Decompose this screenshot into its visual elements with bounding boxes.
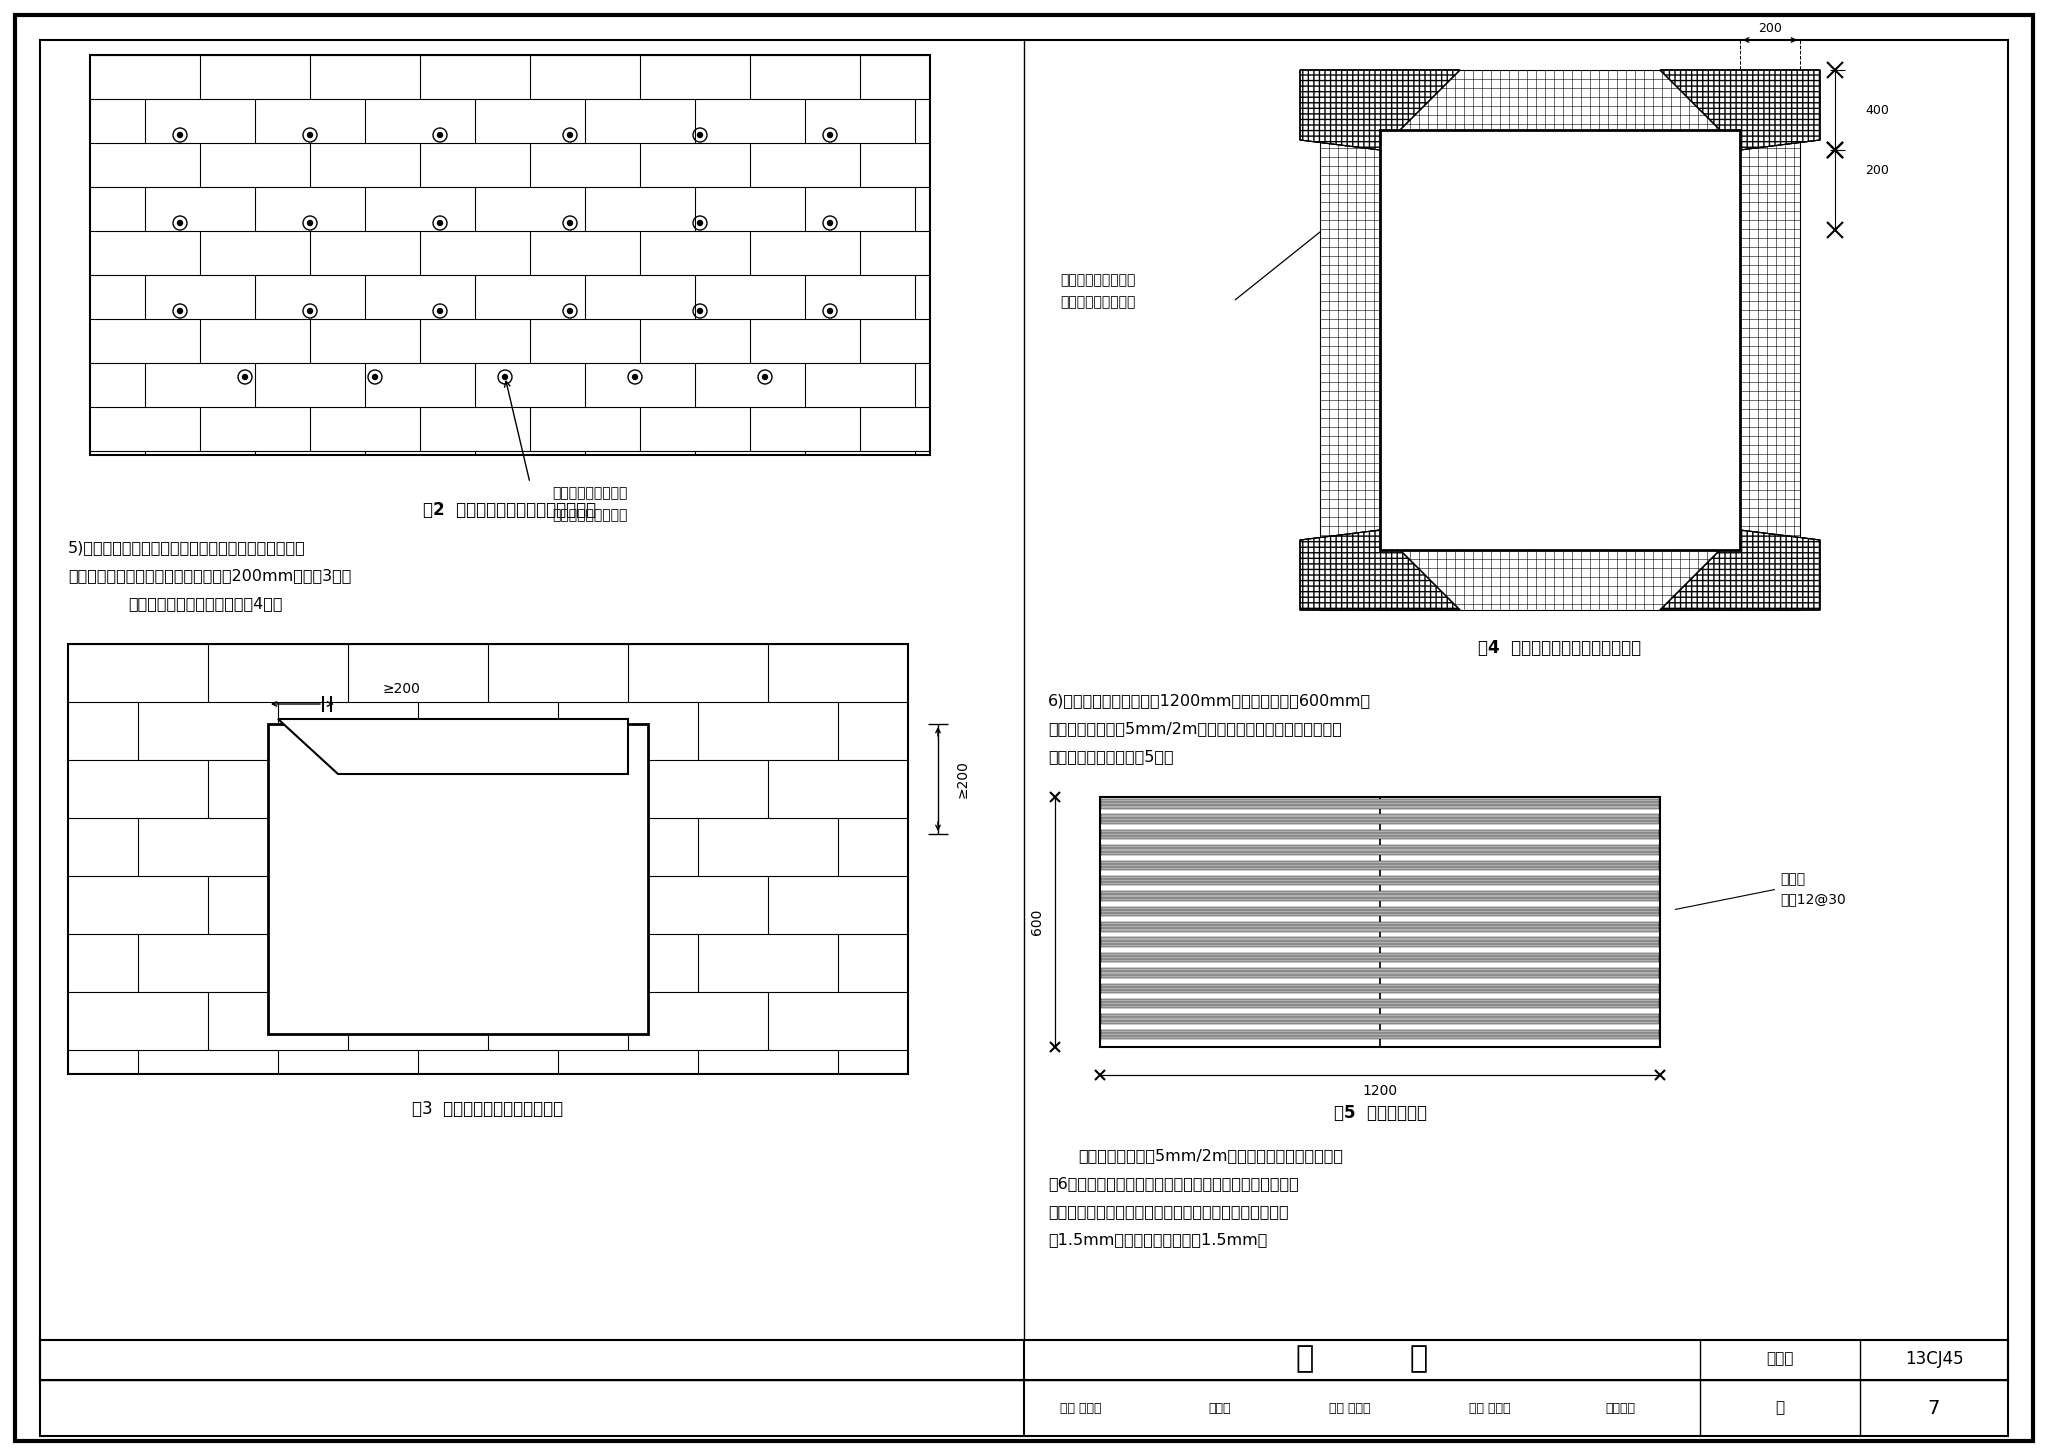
Text: 洞口四角应附加网格布（见图4）。: 洞口四角应附加网格布（见图4）。 [127,596,283,612]
Text: 400: 400 [1866,103,1888,116]
Polygon shape [1661,530,1821,610]
Text: 13CJ45: 13CJ45 [1905,1350,1964,1369]
Text: 纤网格布（标准网）: 纤网格布（标准网） [1061,296,1135,309]
Circle shape [567,220,573,226]
Text: 图2  保温板排列及锚固点布置示意图: 图2 保温板排列及锚固点布置示意图 [424,501,596,518]
Text: 图6），粘贴应牢固，不得有松动和空鼓，板缝应挤紧，相: 图6），粘贴应牢固，不得有松动和空鼓，板缝应挤紧，相 [1049,1176,1298,1191]
Text: 图3  门窗洞口保温板排列示意图: 图3 门窗洞口保温板排列示意图 [412,1099,563,1118]
Circle shape [827,220,831,226]
Text: 页: 页 [1776,1401,1784,1415]
Bar [1102,814,1659,824]
Circle shape [698,220,702,226]
Circle shape [633,374,637,380]
Bar [1380,130,1741,550]
Circle shape [307,220,313,226]
Text: ≥200: ≥200 [956,760,971,798]
Text: 说         明: 说 明 [1296,1344,1427,1373]
Text: 胶粘剂: 胶粘剂 [1780,872,1804,887]
Text: 于1.5mm，板间缝隙不得大于1.5mm。: 于1.5mm，板间缝隙不得大于1.5mm。 [1049,1232,1268,1246]
Text: 锚固钉（每平米数量: 锚固钉（每平米数量 [553,486,627,499]
Text: 6)保温板的长度不宜大于1200mm，宽度不宜大于600mm。: 6)保温板的长度不宜大于1200mm，宽度不宜大于600mm。 [1049,693,1370,708]
Bar [1102,799,1659,808]
Circle shape [178,309,182,313]
Polygon shape [1300,70,1460,150]
Text: 1200: 1200 [1362,1085,1397,1098]
Circle shape [698,132,702,137]
Circle shape [762,374,768,380]
Polygon shape [1300,530,1460,610]
Text: 200: 200 [1866,163,1888,176]
Text: 600: 600 [1030,909,1044,935]
Bar [268,724,647,1034]
Bar [41,1340,2007,1436]
Bar [1100,796,1661,1047]
Circle shape [178,220,182,226]
Bar [1102,983,1659,993]
Polygon shape [1661,70,1821,150]
Circle shape [373,374,377,380]
Text: 设计签字: 设计签字 [1606,1402,1634,1414]
Text: 在基层平整度大于5mm/2m时，需使用点框法粘贴（见: 在基层平整度大于5mm/2m时，需使用点框法粘贴（见 [1077,1147,1343,1163]
Bar [1102,922,1659,932]
Text: 市场社: 市场社 [1208,1402,1231,1414]
Bar [90,55,930,454]
Text: 在基层平整度小于5mm/2m时，优先使用条粘法进行粘贴，胶: 在基层平整度小于5mm/2m时，优先使用条粘法进行粘贴，胶 [1049,721,1341,735]
Text: 审核 孟祥森: 审核 孟祥森 [1061,1402,1102,1414]
Bar [1102,844,1659,855]
Bar [1321,70,1800,130]
Bar [1102,1029,1659,1040]
Bar [1102,907,1659,916]
Text: 条宽12@30: 条宽12@30 [1780,893,1845,907]
Text: 根据建筑高度确定）: 根据建筑高度确定） [553,508,627,523]
Text: 5)门窗洞口四角处保温板不得拼接，应采用整块保温板: 5)门窗洞口四角处保温板不得拼接，应采用整块保温板 [68,540,305,555]
Text: 图集号: 图集号 [1765,1351,1794,1367]
Text: 图4  洞口四角附加耐碱玻纤网格布: 图4 洞口四角附加耐碱玻纤网格布 [1479,639,1642,657]
Circle shape [827,309,831,313]
Bar [1102,952,1659,962]
Circle shape [178,132,182,137]
Text: 条应呈水平方向（见图5）。: 条应呈水平方向（见图5）。 [1049,748,1174,764]
Bar [1102,999,1659,1009]
Text: 洞口四角附加耐碱玻: 洞口四角附加耐碱玻 [1061,272,1135,287]
Circle shape [567,309,573,313]
Circle shape [502,374,508,380]
Circle shape [438,309,442,313]
Circle shape [438,220,442,226]
Circle shape [698,309,702,313]
Text: 设计 焦冀曾: 设计 焦冀曾 [1468,1402,1511,1414]
Bar [1102,830,1659,839]
Circle shape [567,132,573,137]
Bar [1102,877,1659,885]
Text: 7: 7 [1927,1399,1939,1418]
Bar [1321,130,1380,550]
Text: ≥200: ≥200 [383,681,422,696]
Circle shape [242,374,248,380]
Polygon shape [279,719,629,775]
Bar [1102,968,1659,978]
Bar [1102,938,1659,946]
Bar [1102,891,1659,901]
Bar [1102,860,1659,871]
Circle shape [307,132,313,137]
Bar [1741,130,1800,550]
Circle shape [438,132,442,137]
Text: 校对 杜海慧: 校对 杜海慧 [1329,1402,1370,1414]
Text: 切割成型，保温板接缝应离开角部至少200mm（见图3）。: 切割成型，保温板接缝应离开角部至少200mm（见图3）。 [68,568,352,582]
Text: 图5  条粘法示意图: 图5 条粘法示意图 [1333,1104,1427,1123]
Bar [1321,550,1800,610]
Circle shape [827,132,831,137]
Bar [1102,1015,1659,1024]
Bar [68,644,907,1075]
Text: 洞口: 洞口 [446,900,469,920]
Text: 邻板应齐平。板间缝隙应用聚氨酯填充，板间高差不得大: 邻板应齐平。板间缝隙应用聚氨酯填充，板间高差不得大 [1049,1204,1288,1219]
Circle shape [307,309,313,313]
Text: 200: 200 [1757,22,1782,35]
